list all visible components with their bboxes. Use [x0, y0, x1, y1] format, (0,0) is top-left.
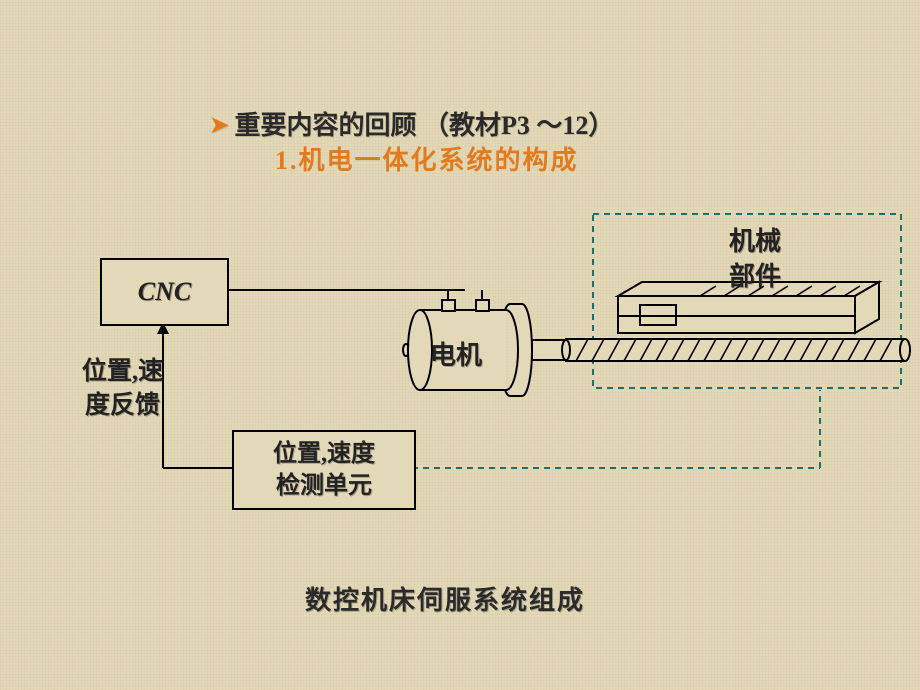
mechanical-part-label: 机械 部件 — [695, 224, 815, 294]
wire-dashed-feedback — [412, 390, 820, 468]
cnc-label: CNC — [138, 277, 191, 307]
lead-screw — [566, 339, 910, 361]
cnc-block: CNC — [100, 258, 229, 326]
mechanical-part-line1: 机械 — [729, 227, 781, 256]
wire-cnc-to-motor — [225, 290, 482, 300]
wire-feedback-loop — [157, 322, 232, 468]
detection-unit-block: 位置,速度 检测单元 — [232, 430, 416, 510]
detection-unit-line1: 位置,速度 — [273, 438, 375, 470]
coupling — [532, 340, 570, 360]
mechanical-part-line2: 部件 — [729, 262, 781, 291]
detection-unit-line2: 检测单元 — [276, 470, 372, 502]
motor-label: 电机 — [430, 335, 482, 372]
